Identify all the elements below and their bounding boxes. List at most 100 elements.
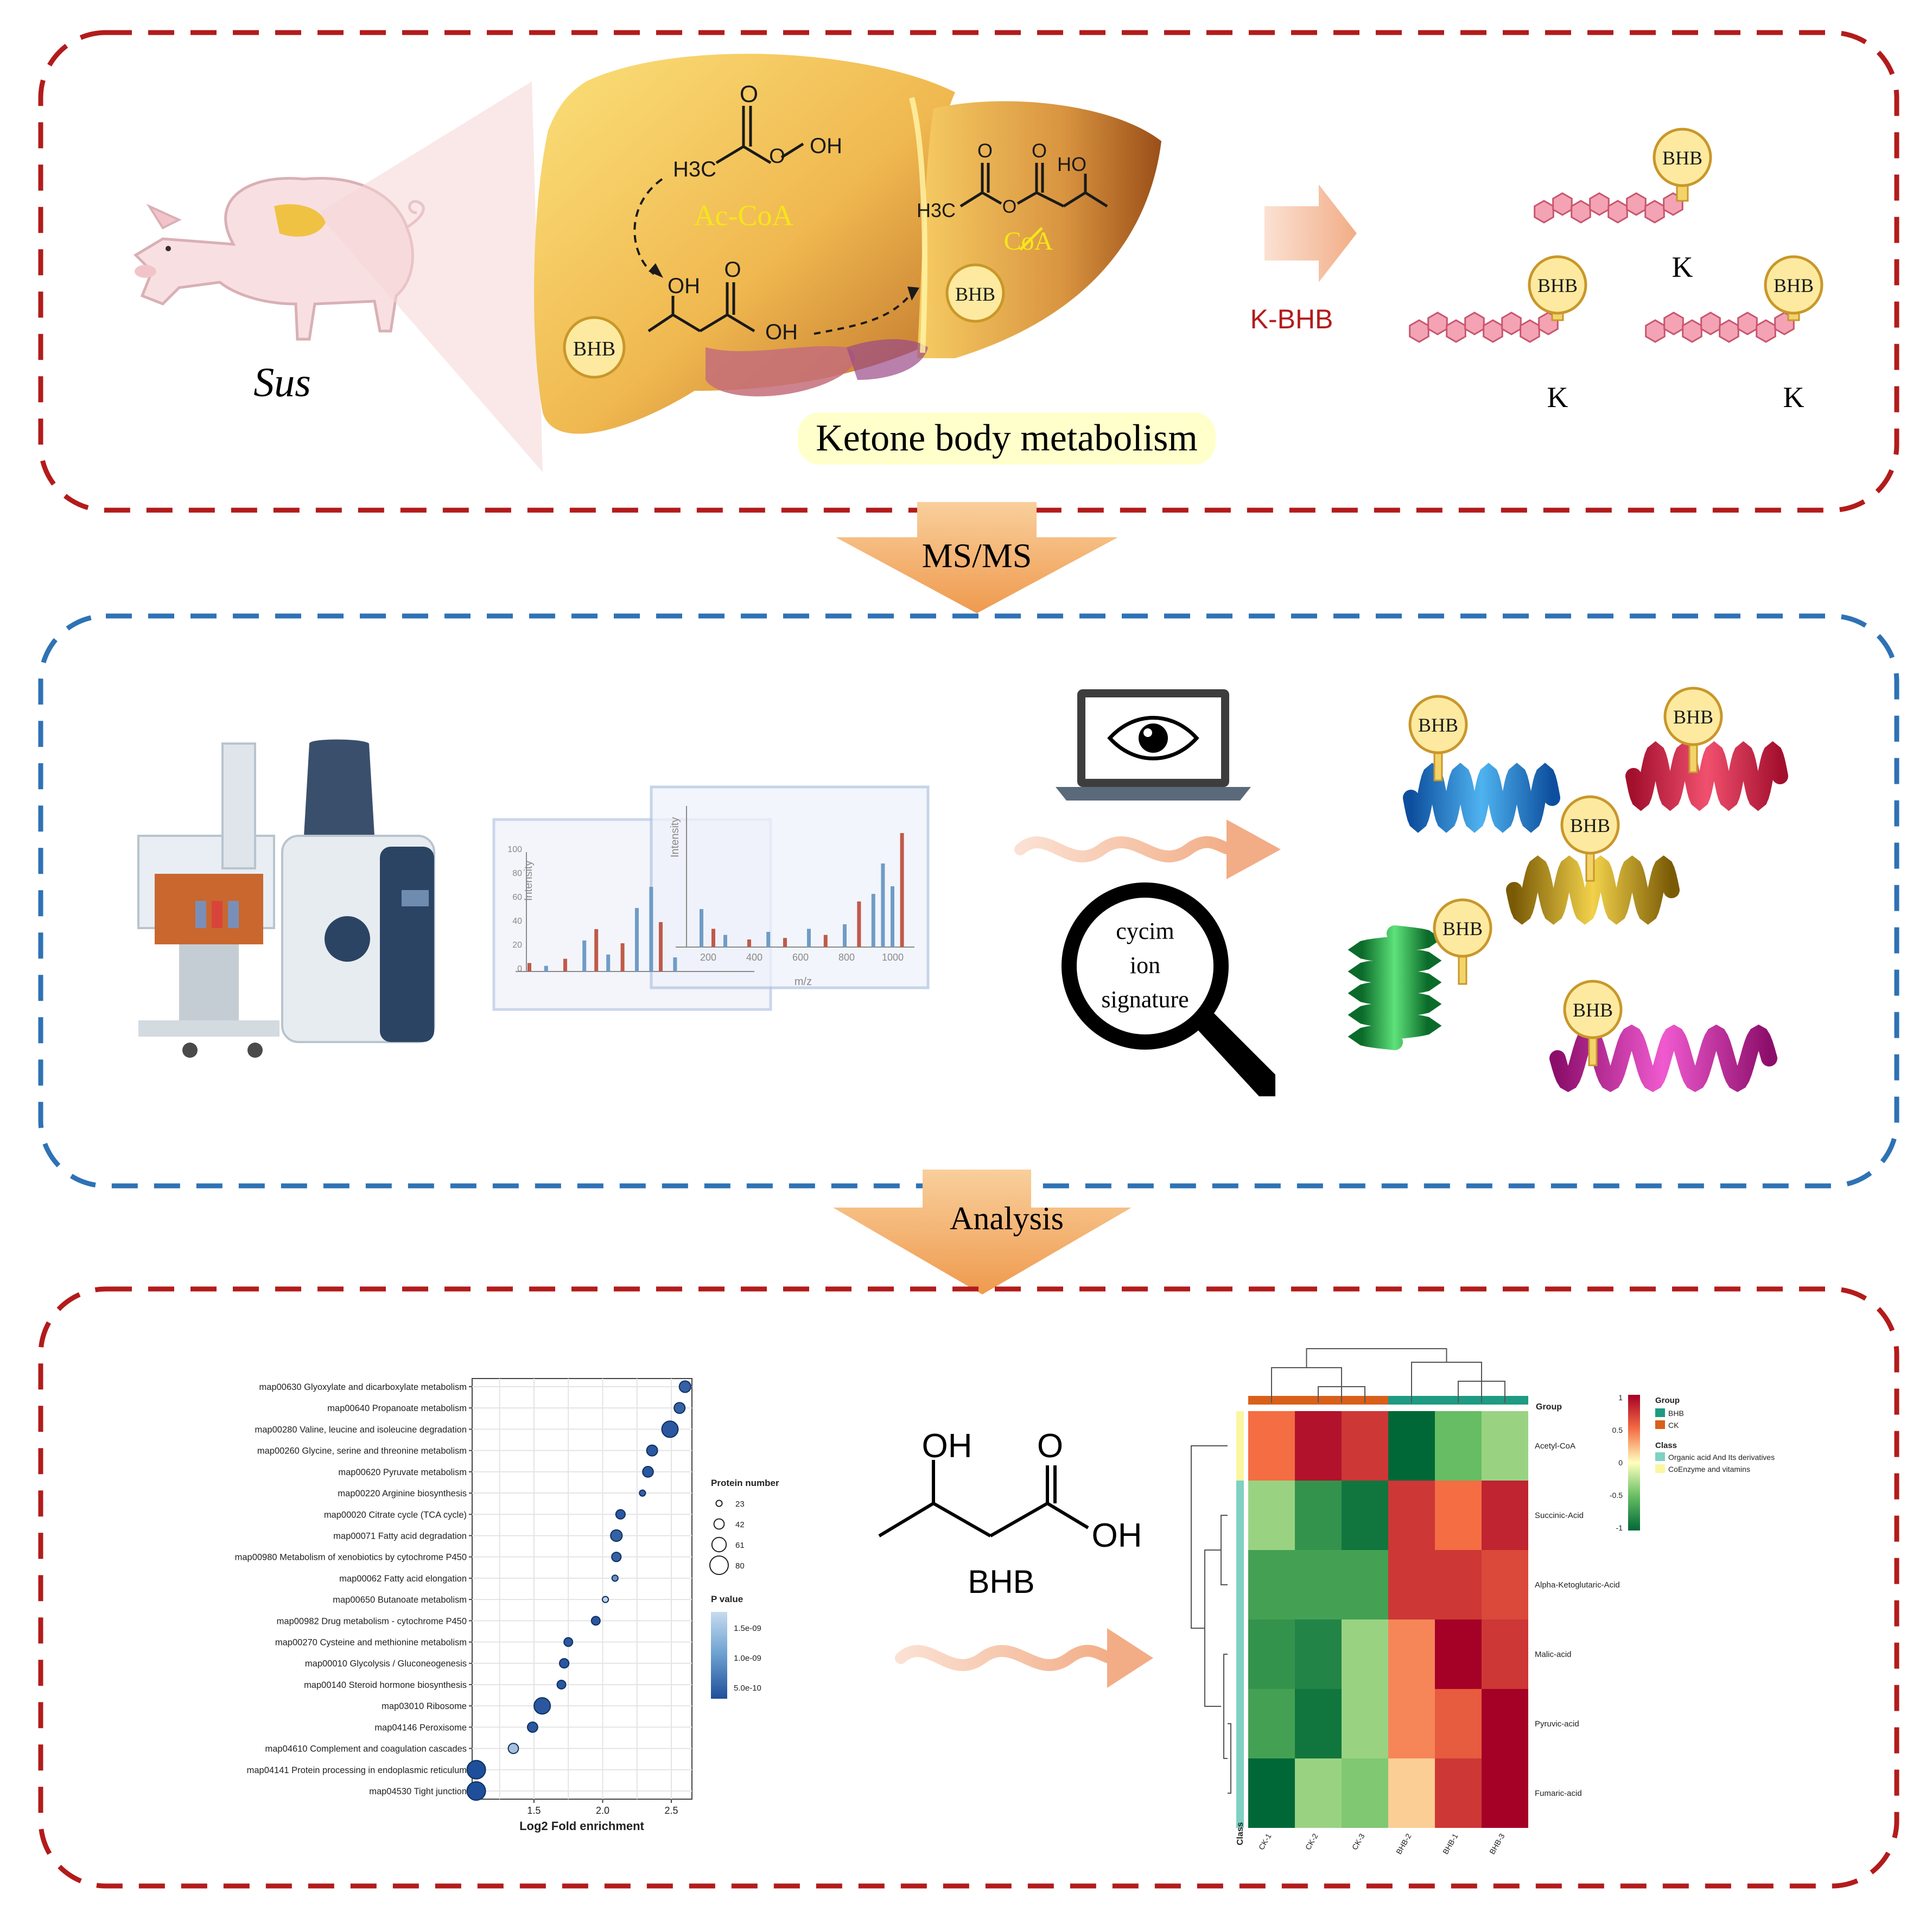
heatmap-cell (1482, 1550, 1528, 1619)
acetyl-coa-label: Ac-CoA (694, 199, 793, 232)
class-legend-title: Class (1655, 1441, 1677, 1450)
scale-tick-label: 1 (1618, 1393, 1623, 1402)
magnifier-icon (1062, 882, 1275, 1096)
pvalue-legend-title: P value (711, 1594, 743, 1604)
heatmap-cell (1295, 1619, 1342, 1689)
spectrum-x-tick: 200 (700, 952, 716, 963)
right-arrow (1264, 185, 1357, 282)
enrichment-bubble (610, 1529, 623, 1542)
class-bar-cell (1236, 1758, 1244, 1828)
spectrum-peak (594, 929, 599, 971)
spectrum-peak (843, 924, 847, 947)
pathway-label: map00620 Pyruvate metabolism (338, 1468, 467, 1477)
dashed-conversion-arrow (633, 178, 663, 275)
protein-helix (1348, 925, 1442, 1050)
enrichment-bubble (601, 1596, 609, 1603)
chain-residue (1644, 200, 1665, 224)
liver-illustration (533, 54, 1161, 434)
bubble-x-label: Log2 Fold enrichment (519, 1819, 644, 1833)
pathway-label: map00260 Glycine, serine and threonine m… (257, 1446, 467, 1456)
heatmap-cell (1248, 1411, 1295, 1481)
oxygen-atom-label: O (740, 81, 758, 107)
pathway-label: map00220 Arginine biosynthesis (338, 1489, 467, 1498)
size-legend-label: 42 (735, 1520, 745, 1529)
heatmap-row-label: Acetyl-CoA (1535, 1441, 1575, 1451)
pathway-label: map00280 Valine, leucine and isoleucine … (255, 1425, 467, 1434)
spectrum-peak (582, 940, 587, 971)
spectrum-peak (606, 954, 611, 971)
class-bar-cell (1236, 1689, 1244, 1758)
enrichment-bubble (615, 1509, 626, 1520)
scale-tick-label: 0.5 (1612, 1426, 1623, 1434)
bhb-badge (1653, 128, 1712, 187)
wavy-arrow-head (1226, 820, 1281, 879)
bhb-badge (1408, 695, 1468, 754)
spectrum-peak (635, 908, 639, 971)
pathway-label: map04146 Peroxisome (374, 1723, 467, 1732)
panel-enrichment: map00630 Glyoxylate and dicarboxylate me… (38, 1286, 1899, 1889)
methyl-label: H3C (673, 157, 716, 181)
heatmap-cell (1435, 1619, 1482, 1689)
modified-proteins: BHB BHB BHB BHB BHB (1348, 687, 1788, 1093)
coa-label: CoA (1004, 227, 1053, 256)
scale-tick-label: -0.5 (1610, 1491, 1623, 1500)
heatmap-row-label: Alpha-Ketoglutaric-Acid (1535, 1580, 1620, 1590)
spectrum-peak (673, 957, 677, 971)
spectrum-peak (766, 932, 771, 947)
pathway-label: map03010 Ribosome (382, 1701, 467, 1711)
search-label-1: cycim (1116, 918, 1174, 944)
heatmap-cell (1435, 1481, 1482, 1550)
heatmap-cell (1342, 1619, 1388, 1689)
heatmap-cell (1482, 1619, 1528, 1689)
spectrum-peak (649, 887, 653, 971)
heatmap-cell (1342, 1411, 1388, 1481)
chain-residue (1520, 319, 1540, 343)
bhb-badge-2 (945, 263, 1005, 323)
pathway-label: map00071 Fatty acid degradation (333, 1531, 467, 1541)
heatmap-cell (1295, 1758, 1342, 1828)
bhb-badge (563, 316, 626, 379)
spectrum-peak (723, 935, 727, 947)
spectrum-y-label-2: Intensity (669, 817, 681, 858)
heatmap-cell (1295, 1550, 1342, 1619)
hydroxyl-label: OH (810, 134, 842, 158)
panel-border-3 (38, 1286, 1899, 1889)
heatmap-cell (1435, 1550, 1482, 1619)
protein-number-legend-title: Protein number (711, 1478, 779, 1488)
bubble-x-tick: 2.0 (596, 1805, 609, 1816)
bhb-badge-label: BHB (1673, 706, 1713, 728)
ms-ms-label: MS/MS (922, 536, 1032, 575)
chain-residue (1552, 192, 1573, 216)
enrichment-bubble (673, 1402, 686, 1414)
search-label-2: ion (1130, 952, 1160, 979)
bhb-hydroxyl-label: OH (922, 1427, 973, 1465)
oxygen-atom-label-2: O (769, 145, 785, 168)
enrichment-bubble (533, 1697, 551, 1715)
chain-residue (1409, 319, 1429, 343)
caption-highlight (798, 412, 1216, 465)
enrichment-bubble (639, 1489, 646, 1497)
spectrum-peak (807, 929, 811, 947)
bhb-badge (1560, 795, 1620, 855)
pathway-label: map00010 Glycolysis / Gluconeogenesis (305, 1659, 467, 1669)
bhb-molecule (878, 1460, 1089, 1538)
chain-residue (1464, 312, 1485, 335)
heatmap-cell (1482, 1411, 1528, 1481)
enrichment-bubble (678, 1380, 691, 1393)
spectrum-y-tick: 0 (517, 964, 522, 974)
group-legend-swatch-bhb (1655, 1408, 1665, 1417)
pvalue-tick-3: 5.0e-10 (734, 1684, 761, 1693)
protein-helix (1506, 855, 1680, 925)
spectrum-peak (563, 958, 567, 971)
heatmap-col-label: CK-3 (1350, 1832, 1367, 1851)
row-dendrogram (1221, 1515, 1228, 1585)
size-legend-label: 80 (735, 1561, 745, 1571)
heatmap-cell (1295, 1411, 1342, 1481)
enrichment-bubble (611, 1574, 619, 1582)
heatmap-cell (1248, 1758, 1295, 1828)
spectrum-x-tick: 600 (792, 952, 809, 963)
bhb-linker (1433, 750, 1443, 782)
spectrum-peak (857, 901, 861, 947)
bhb-oxygen-label: O (1037, 1427, 1063, 1465)
heatmap-cell (1388, 1689, 1435, 1758)
